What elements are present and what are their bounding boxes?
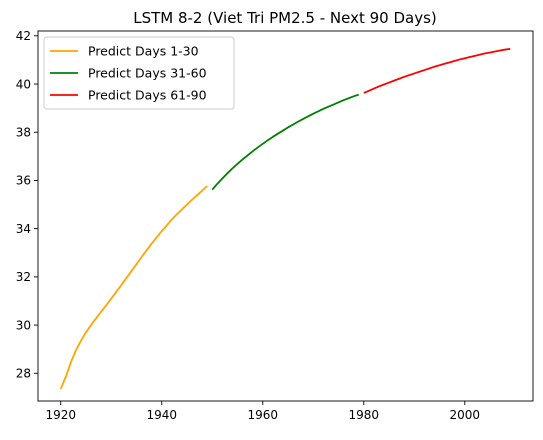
x-tick-label: 1960 — [247, 408, 278, 422]
y-tick-label: 38 — [16, 126, 31, 140]
legend-label: Predict Days 31-60 — [88, 66, 207, 81]
y-tick-label: 30 — [16, 318, 31, 332]
x-tick-label: 1940 — [146, 408, 177, 422]
series-layer — [59, 47, 511, 390]
legend-box — [43, 36, 235, 110]
series-line-1 — [59, 185, 208, 390]
x-tick-label: 1980 — [349, 408, 380, 422]
legend: Predict Days 1-30 Predict Days 31-60 Predi… — [43, 36, 235, 110]
plot-frame — [37, 30, 534, 402]
y-tick-label: 42 — [16, 29, 31, 43]
y-tick-label: 28 — [16, 367, 31, 381]
y-tick-label: 32 — [16, 270, 31, 284]
x-tick-label: 1920 — [45, 408, 76, 422]
legend-label: Predict Days 61-90 — [88, 88, 207, 103]
y-tick-label: 34 — [16, 222, 31, 236]
series-line-2 — [211, 93, 360, 191]
chart-title: LSTM 8-2 (Viet Tri PM2.5 - Next 90 Days) — [133, 9, 437, 27]
legend-label: Predict Days 1-30 — [88, 44, 199, 59]
y-tick-label: 40 — [16, 77, 31, 91]
y-tick-label: 36 — [16, 174, 31, 188]
x-tick-label: 2000 — [450, 408, 481, 422]
series-line-3 — [363, 47, 511, 94]
axes-layer: 1920 1940 1960 1980 2000 28 30 32 34 36 38 40 42 — [16, 29, 534, 422]
